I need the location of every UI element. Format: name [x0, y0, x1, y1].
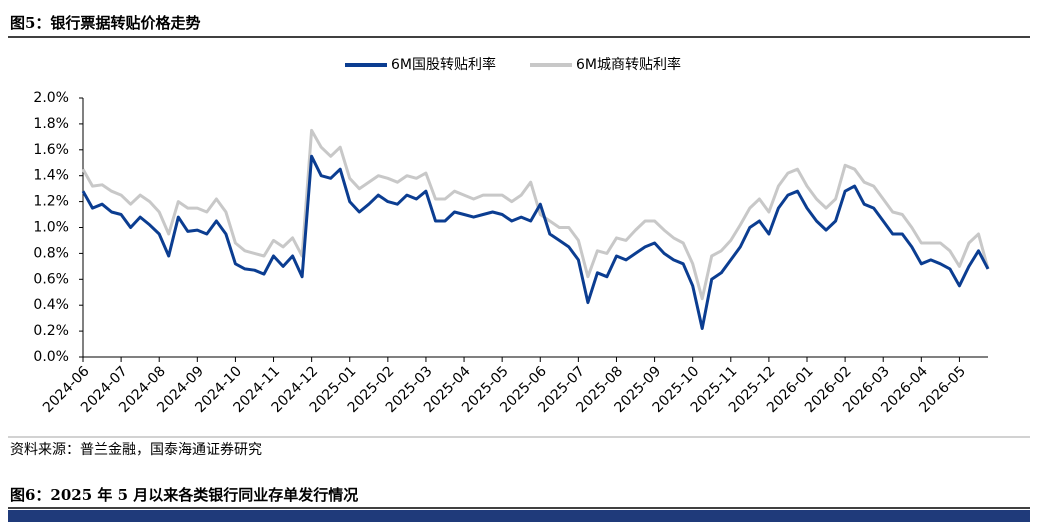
y-tick-label: 2.0%: [33, 90, 69, 106]
y-tick-label: 0.0%: [33, 349, 69, 365]
next-figure-title: 图6：2025 年 5 月以来各类银行同业存单发行情况: [10, 486, 358, 504]
y-tick-label: 1.2%: [33, 194, 69, 210]
series-line: [81, 154, 990, 330]
series-line: [81, 128, 990, 301]
y-tick-label: 0.6%: [33, 271, 69, 287]
y-tick-label: 0.8%: [33, 245, 69, 261]
figure-title: 图5：银行票据转贴价格走势: [10, 14, 200, 32]
y-tick-label: 0.2%: [33, 323, 69, 339]
table-header: [8, 510, 1030, 522]
y-tick-label: 1.0%: [33, 220, 69, 236]
source: 资料来源：普兰金融，国泰海通证券研究: [10, 442, 262, 458]
y-tick-label: 1.4%: [33, 168, 69, 184]
y-tick-label: 1.8%: [33, 116, 69, 132]
y-tick-label: 1.6%: [33, 142, 69, 158]
y-tick-label: 0.4%: [33, 297, 69, 313]
legend-label: 6M国股转贴利率: [391, 56, 496, 73]
legend-label: 6M城商转贴利率: [576, 56, 681, 73]
